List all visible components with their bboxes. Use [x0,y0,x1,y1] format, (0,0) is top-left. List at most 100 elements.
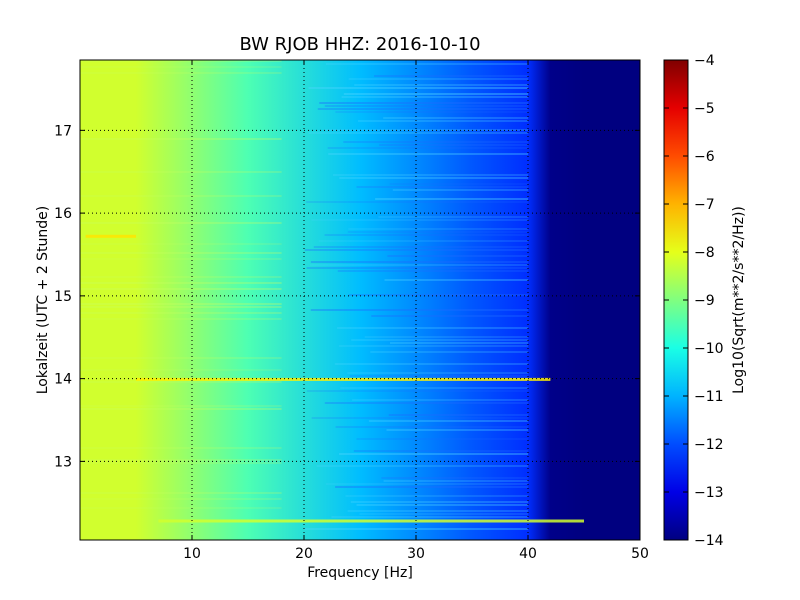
texture-stripe [80,492,282,494]
texture-stripe [80,222,282,224]
texture-stripe [80,381,282,383]
colorbar-tick-label: −4 [694,53,715,69]
texture-stripe [80,252,282,254]
texture-stripe [384,279,528,281]
x-tick-label: 10 [183,546,201,562]
texture-stripe [311,219,528,221]
colorbar-tick-label: −11 [694,389,724,405]
texture-stripe [370,351,528,353]
texture-stripe [80,357,282,359]
texture-stripe [375,198,528,200]
y-tick-label: 17 [54,123,72,139]
texture-stripe [80,66,282,68]
y-tick-label: 14 [54,372,72,388]
texture-stripe [327,147,528,149]
texture-stripe [383,480,528,482]
texture-stripe [80,507,282,509]
texture-stripe [313,246,528,248]
colorbar-tick-label: −7 [694,197,715,213]
texture-stripe [359,513,528,515]
texture-stripe [316,465,528,467]
texture-stripe [349,375,528,377]
texture-stripe [308,132,528,134]
texture-stripe [335,111,528,113]
spectral-line [158,519,584,523]
texture-stripe [310,261,528,263]
spectrum-background [80,60,640,540]
texture-stripe [343,141,528,143]
texture-stripe [379,144,528,146]
y-axis: 13 14 15 16 17 [54,123,640,470]
texture-stripe [304,249,528,251]
colorbar-tick-label: −9 [694,293,715,309]
texture-stripe [352,399,528,401]
texture-stripe [80,405,282,407]
texture-stripe [392,189,528,191]
colorbar-tick-label: −12 [694,437,724,453]
texture-stripe [80,462,282,464]
colorbar-label: Log10(Sqrt(m**2/s**2/Hz)) [731,206,747,394]
colorbar-tick-label: −8 [694,245,715,261]
texture-stripe [80,243,282,245]
texture-stripe [80,447,282,449]
texture-stripe [331,516,528,518]
texture-stripe [328,153,528,155]
texture-stripe [343,93,528,95]
texture-stripe [348,78,528,80]
texture-stripe [80,318,282,320]
texture-stripe [311,417,528,419]
texture-stripe [80,303,282,305]
texture-stripe [356,504,528,506]
texture-stripe [358,120,528,122]
texture-stripe [80,312,282,314]
texture-stripe [335,486,528,488]
colorbar-tick-label: −14 [694,533,724,549]
texture-stripe [80,498,282,500]
texture-stripe [80,369,282,371]
texture-stripe [354,84,528,86]
plot-area [80,60,640,540]
texture-stripe [383,117,528,119]
texture-stripe [80,171,282,173]
colorbar-ticks: −4 −5 −6 −7 −8 −9 −10 −11 −12 −13 −14 [664,53,724,549]
y-tick-label: 16 [54,206,72,222]
texture-stripe [335,426,528,428]
texture-stripe [80,60,282,62]
texture-stripe [339,177,528,179]
texture-stripe [374,75,528,77]
texture-stripe [80,276,282,278]
texture-stripe [80,282,282,284]
texture-stripe [351,339,528,341]
texture-stripe [319,102,528,104]
grid [80,60,640,540]
texture-stripe [347,372,528,374]
y-tick-label: 13 [54,454,72,470]
texture-stripe [324,234,528,236]
texture-stripe [338,345,528,347]
texture-stripe [80,408,282,410]
texture-stripe [324,129,528,131]
texture-stripe [386,429,528,431]
texture-stripe [345,495,528,497]
texture-stripe [306,201,528,203]
texture-stripe [308,87,528,89]
texture-stripe [341,96,528,98]
texture-stripe [378,216,528,218]
texture-stripe [387,255,528,257]
texture-stripe [318,240,528,242]
spectral-line [85,234,136,238]
texture-stripe [381,477,528,479]
x-tick-label: 20 [295,546,313,562]
texture-stripe [333,174,528,176]
texture-stripe [347,510,528,512]
texture-stripe [350,501,528,503]
texture-stripe [348,294,528,296]
spectral-line [136,377,551,381]
texture-stripe [340,387,528,389]
texture-stripe [364,336,528,338]
texture-stripe [334,363,528,365]
texture-stripe [337,270,528,272]
texture-stripe [348,228,528,230]
spectral-lines [85,234,584,523]
texture-stripe [356,438,528,440]
